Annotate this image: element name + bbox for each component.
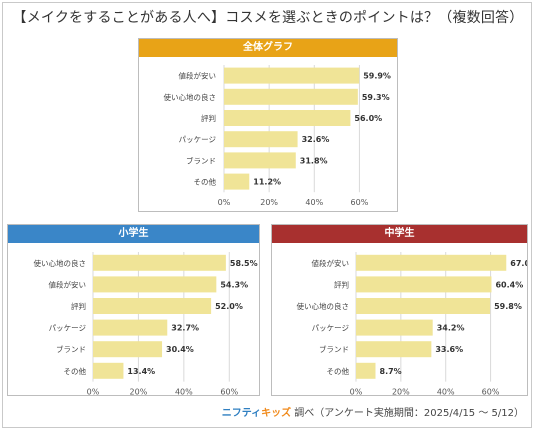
x-tick-label: 40% <box>175 388 193 395</box>
bar <box>224 152 296 169</box>
bar-value-label: 34.2% <box>437 324 465 333</box>
category-label: パッケージ <box>312 324 350 333</box>
overall-chart: 0% 20% 40% 60% 値段が安い 59.9% 使い心地の良さ 59.3% 評判 56.0%… <box>164 65 391 207</box>
category-label: パッケージ <box>179 135 217 144</box>
category-label: 評判 <box>334 279 349 289</box>
category-label: ブランド <box>319 344 349 354</box>
category-label: 評判 <box>201 113 216 123</box>
bar-value-label: 30.4% <box>166 345 194 354</box>
bar <box>93 319 168 336</box>
bar <box>93 276 217 293</box>
bar-value-label: 8.7% <box>380 367 402 376</box>
bar-value-label: 67.0% <box>510 259 527 268</box>
bar-value-label: 56.0% <box>354 114 382 123</box>
category-label: 評判 <box>71 301 86 311</box>
page-frame <box>2 2 532 428</box>
bar <box>356 254 507 271</box>
bar <box>224 67 360 84</box>
bar-value-label: 11.2% <box>253 178 281 187</box>
junior-high-chart-title: 中学生 <box>272 225 527 243</box>
bar <box>224 88 358 105</box>
bar <box>93 362 124 379</box>
bar-value-label: 59.3% <box>362 93 390 102</box>
bar <box>93 298 212 314</box>
footer-credit: ニフティキッズ 調べ（アンケート実施期間：2025/4/15 ～ 5/12） <box>222 404 524 419</box>
bar-value-label: 32.6% <box>302 135 330 144</box>
category-label: その他 <box>327 366 350 376</box>
overall-chart-title: 全体グラフ <box>139 39 397 57</box>
bar <box>224 131 298 148</box>
x-tick-label: 0% <box>87 388 100 395</box>
elementary-chart: 0% 20% 40% 60% 使い心地の良さ 58.5% 値段が安い 54.3% 評判 52.0%… <box>34 252 258 395</box>
category-label: 値段が安い <box>49 279 87 289</box>
x-tick-label: 40% <box>305 198 323 207</box>
bar-value-label: 58.5% <box>230 259 258 268</box>
category-label: 使い心地の良さ <box>297 301 350 311</box>
x-tick-label: 60% <box>220 388 238 395</box>
category-label: その他 <box>64 366 87 376</box>
category-label: ブランド <box>186 155 216 165</box>
bar-value-label: 54.3% <box>220 280 248 289</box>
category-label: その他 <box>194 177 217 187</box>
bar-value-label: 13.4% <box>127 367 155 376</box>
x-tick-label: 60% <box>482 388 500 395</box>
category-label: 使い心地の良さ <box>164 92 217 102</box>
junior-high-chart: 0% 20% 40% 60% 値段が安い 67.0% 評判 60.4% 使い心地の良さ 59.8%… <box>297 252 527 395</box>
category-label: 使い心地の良さ <box>34 258 87 268</box>
category-label: パッケージ <box>49 324 87 333</box>
bar <box>224 110 351 126</box>
bar-value-label: 52.0% <box>215 302 243 311</box>
bar <box>356 362 376 379</box>
junior-high-chart-panel: 中学生 0% 20% 40% 60% 値段が安い 67.0% 評判 60.4% 使い心地の良さ 5… <box>271 224 528 396</box>
bar <box>356 319 433 336</box>
x-tick-label: 60% <box>351 198 369 207</box>
x-tick-label: 0% <box>218 198 231 207</box>
bar <box>224 173 250 190</box>
elementary-chart-panel: 小学生 0% 20% 40% 60% 使い心地の良さ 58.5% 値段が安い 54.3% 評判 5… <box>7 224 260 396</box>
bar-value-label: 31.8% <box>300 156 328 165</box>
bar-value-label: 33.6% <box>435 345 463 354</box>
x-tick-label: 40% <box>437 388 455 395</box>
logo-text-kids: キッズ <box>261 408 292 419</box>
bar-value-label: 59.9% <box>363 72 391 81</box>
overall-chart-panel: 全体グラフ 0% 20% 40% 60% 値段が安い 59.9% 使い心地の良さ 59.3% 評… <box>138 38 398 212</box>
x-tick-label: 20% <box>392 388 410 395</box>
page-title: 【メイクをすることがある人へ】コスメを選ぶときのポイントは？（複数回答） <box>12 10 524 26</box>
bar <box>93 341 163 358</box>
x-tick-label: 20% <box>130 388 148 395</box>
bar <box>356 298 491 314</box>
bar-value-label: 60.4% <box>495 280 523 289</box>
logo-text-nifty: ニフティ <box>221 408 262 419</box>
category-label: 値段が安い <box>179 71 217 81</box>
bar <box>93 254 226 271</box>
elementary-chart-title: 小学生 <box>8 225 259 243</box>
category-label: ブランド <box>56 344 86 354</box>
bar <box>356 276 492 293</box>
category-label: 値段が安い <box>312 258 350 268</box>
x-tick-label: 20% <box>260 198 278 207</box>
bar-value-label: 59.8% <box>494 302 522 311</box>
x-tick-label: 0% <box>350 388 363 395</box>
footer-survey-period: 調べ（アンケート実施期間：2025/4/15 ～ 5/12） <box>294 408 524 419</box>
bar <box>356 341 432 358</box>
bar-value-label: 32.7% <box>171 324 199 333</box>
